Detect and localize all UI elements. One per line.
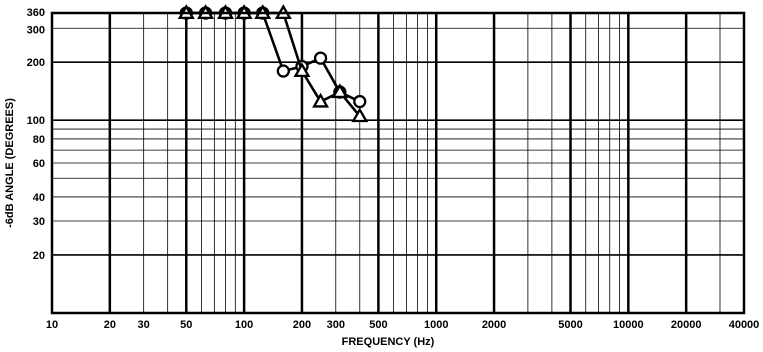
x-axis-label: FREQUENCY (Hz): [342, 336, 435, 348]
y-tick-label: 360: [27, 7, 45, 19]
tick-labels: 10 20 30 50 100 200 300 500 1000 2000 5000 10000 200…: [27, 7, 760, 331]
y-tick-label: 100: [27, 115, 45, 127]
x-tick-label: 30: [138, 319, 150, 331]
data-point-triangle: [293, 62, 311, 78]
x-tick-label: 20000: [671, 319, 702, 331]
y-tick-label: 300: [27, 24, 45, 36]
grid: [52, 13, 744, 313]
x-tick-label: 2000: [482, 319, 506, 331]
x-tick-label: 50: [180, 319, 192, 331]
plot-frame: [50, 11, 746, 315]
x-tick-label: 5000: [558, 319, 582, 331]
x-tick-label: 10: [46, 319, 58, 331]
y-axis-label: -6dB ANGLE (DEGREES): [4, 98, 16, 228]
y-tick-label: 30: [33, 216, 45, 228]
data-point-circle: [353, 94, 367, 109]
data-point-triangle: [331, 83, 349, 99]
series-line-circle: [186, 11, 361, 103]
y-tick-label: 40: [33, 192, 45, 204]
x-tick-label: 20: [104, 319, 116, 331]
x-tick-label: 10000: [613, 319, 644, 331]
y-tick-label: 60: [33, 158, 45, 170]
x-tick-label: 100: [235, 319, 253, 331]
data-point-triangle: [351, 107, 369, 123]
y-tick-label: 20: [33, 250, 45, 262]
data-point-triangle: [312, 92, 330, 108]
x-tick-label: 200: [293, 319, 311, 331]
x-tick-label: 1000: [424, 319, 448, 331]
x-tick-label: 300: [327, 319, 345, 331]
data-point-circle: [276, 64, 290, 78]
y-tick-label: 80: [33, 134, 45, 146]
data-point-circle: [313, 51, 328, 65]
y-tick-label: 200: [27, 57, 45, 69]
series-group: [177, 4, 369, 123]
x-tick-label: 40000: [729, 319, 760, 331]
x-tick-label: 500: [369, 319, 387, 331]
